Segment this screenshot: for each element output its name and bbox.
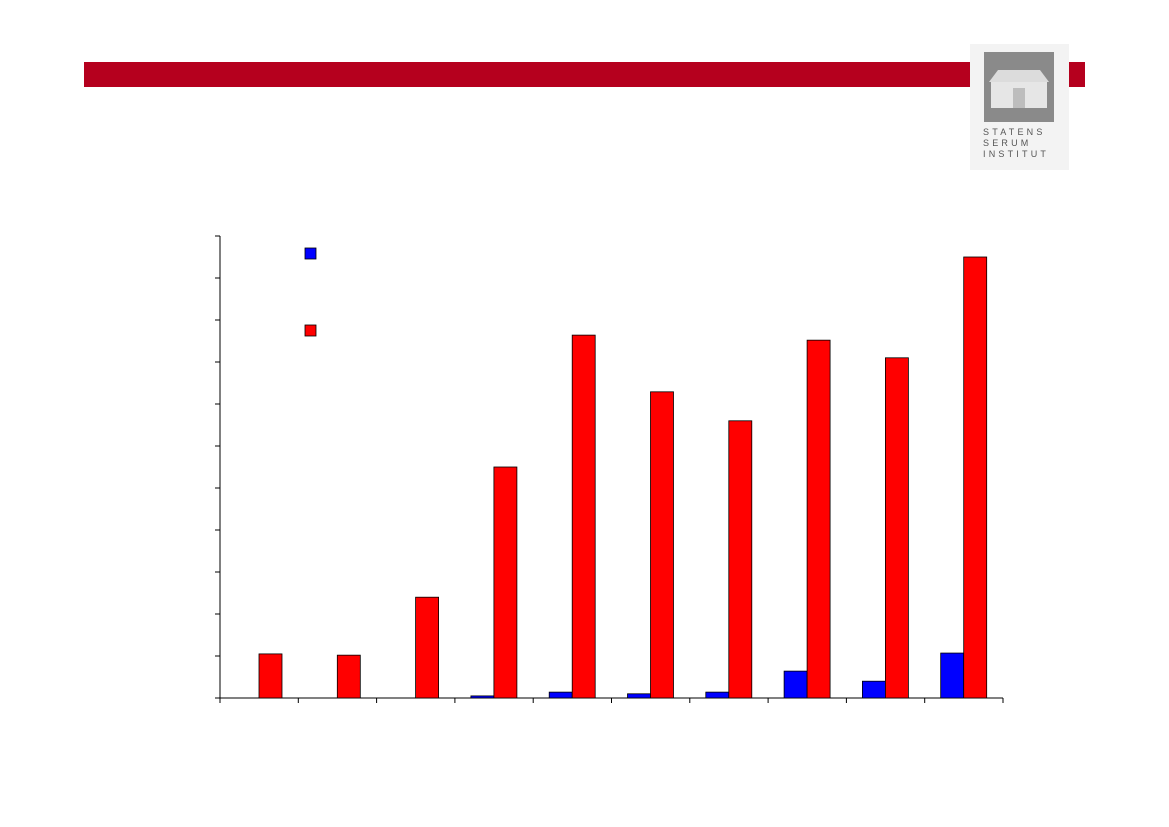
header-band [84, 62, 970, 87]
header-band-end [1069, 62, 1085, 87]
bar [862, 680, 886, 699]
bar [415, 596, 440, 699]
legend-swatch [304, 324, 317, 337]
logo-line: SERUM [983, 138, 1032, 148]
bar [885, 357, 909, 699]
bar [470, 695, 495, 699]
logo-line: STATENS [983, 127, 1046, 137]
bar [963, 256, 988, 699]
bar [705, 691, 730, 699]
logo-line: INSTITUT [983, 149, 1049, 159]
logo: STATENS SERUM INSTITUT [983, 52, 1054, 159]
bar [258, 653, 283, 699]
bar [806, 339, 831, 699]
bar [783, 670, 808, 699]
bar [336, 654, 361, 699]
bar [548, 691, 573, 699]
bar [728, 420, 753, 699]
bar [571, 334, 596, 699]
bar [493, 466, 518, 699]
logo-door [1013, 88, 1025, 108]
bar [627, 693, 651, 699]
bar [650, 391, 674, 699]
legend-swatch [304, 247, 317, 260]
bar [940, 652, 965, 699]
logo-roof [989, 70, 1049, 82]
